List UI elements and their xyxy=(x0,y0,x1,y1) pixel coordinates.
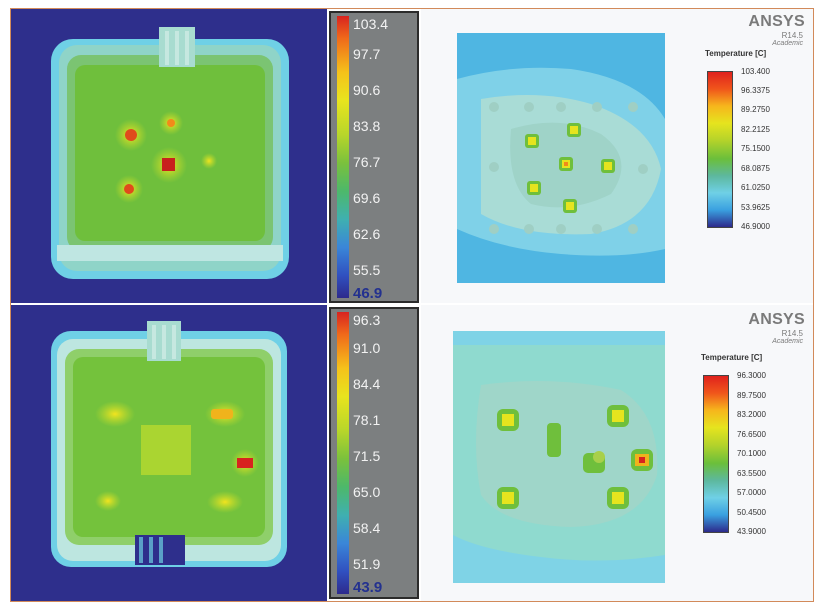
ansys-version: R14.5 xyxy=(781,31,803,40)
ir-thermal-image-bottom xyxy=(11,305,327,601)
legend-value: 57.0000 xyxy=(737,488,766,497)
chip-hotspots xyxy=(497,405,653,509)
ansys-logo: ANSYS xyxy=(748,311,805,328)
ir-thermal-image-top xyxy=(11,9,327,303)
ir-colorbar-tick: 55.5 xyxy=(353,262,381,278)
temperature-legend-bar xyxy=(703,375,729,533)
legend-value: 89.2750 xyxy=(741,105,770,114)
ir-colorbar-top: 103.4 97.7 90.6 83.8 76.7 69.6 62.6 55.5… xyxy=(329,11,419,303)
legend-value: 46.9000 xyxy=(741,222,770,231)
ir-colorbar-tick: 84.4 xyxy=(353,376,381,392)
legend-value: 61.0250 xyxy=(741,183,770,192)
ir-colorbar-bottom: 96.3 91.0 84.4 78.1 71.5 65.0 58.4 51.9 … xyxy=(329,307,419,599)
ir-thermal-graphic-top xyxy=(51,27,289,279)
ir-colorbar-tick: 58.4 xyxy=(353,520,381,536)
legend-value: 89.7500 xyxy=(737,391,766,400)
legend-value: 96.3000 xyxy=(737,371,766,380)
ir-colorbar-tick: 83.8 xyxy=(353,118,381,134)
ir-colorbar-tick: 78.1 xyxy=(353,412,381,428)
ir-colorbar-tick: 62.6 xyxy=(353,226,381,242)
legend-value: 43.9000 xyxy=(737,527,766,536)
ir-colorbar-tick: 97.7 xyxy=(353,46,381,62)
chip-hotspots xyxy=(525,123,615,213)
ir-colorbar-tick: 69.6 xyxy=(353,190,381,206)
ansys-edition: Academic xyxy=(772,338,803,345)
ir-colorbar-tick: 76.7 xyxy=(353,154,381,170)
pad-outlines xyxy=(489,102,648,234)
ir-thermal-graphic-bottom xyxy=(51,321,287,567)
legend-value: 75.1500 xyxy=(741,144,770,153)
legend-value: 68.0875 xyxy=(741,164,770,173)
simulation-contour-top xyxy=(457,33,665,283)
legend-value: 70.1000 xyxy=(737,449,766,458)
legend-value: 83.2000 xyxy=(737,410,766,419)
legend-value: 53.9625 xyxy=(741,203,770,212)
legend-value: 50.4500 xyxy=(737,508,766,517)
legend-title: Temperature [C] xyxy=(705,49,767,58)
ir-colorbar-tick: 103.4 xyxy=(353,16,389,32)
legend-title: Temperature [C] xyxy=(701,353,763,362)
simulation-contour-bottom xyxy=(453,331,665,583)
ansys-version: R14.5 xyxy=(781,329,803,338)
ir-colorbar-tick: 71.5 xyxy=(353,448,381,464)
figure-frame: 103.4 97.7 90.6 83.8 76.7 69.6 62.6 55.5… xyxy=(10,8,814,602)
ir-colorbar-tick: 96.3 xyxy=(353,312,381,328)
ir-colorbar-tick: 90.6 xyxy=(353,82,381,98)
ir-colorbar-gradient xyxy=(337,16,349,298)
ir-colorbar-tick: 51.9 xyxy=(353,556,381,572)
legend-value: 96.3375 xyxy=(741,86,770,95)
legend-value: 82.2125 xyxy=(741,125,770,134)
ansys-logo: ANSYS xyxy=(748,13,805,30)
ir-colorbar-min: 46.9 xyxy=(353,285,383,302)
temperature-legend-bar xyxy=(707,71,733,228)
legend-value: 103.400 xyxy=(741,67,770,76)
ir-colorbar-gradient xyxy=(337,312,349,594)
ir-colorbar-min: 43.9 xyxy=(353,579,383,596)
legend-value: 63.5500 xyxy=(737,469,766,478)
ir-colorbar-tick: 91.0 xyxy=(353,340,381,356)
simulation-panel-top: ANSYS R14.5 Academic Temperature [C] 103… xyxy=(421,9,813,303)
simulation-panel-bottom: ANSYS R14.5 Academic Temperature [C] 96.… xyxy=(421,305,813,601)
ir-colorbar-tick: 65.0 xyxy=(353,484,381,500)
ansys-edition: Academic xyxy=(772,40,803,47)
legend-value: 76.6500 xyxy=(737,430,766,439)
